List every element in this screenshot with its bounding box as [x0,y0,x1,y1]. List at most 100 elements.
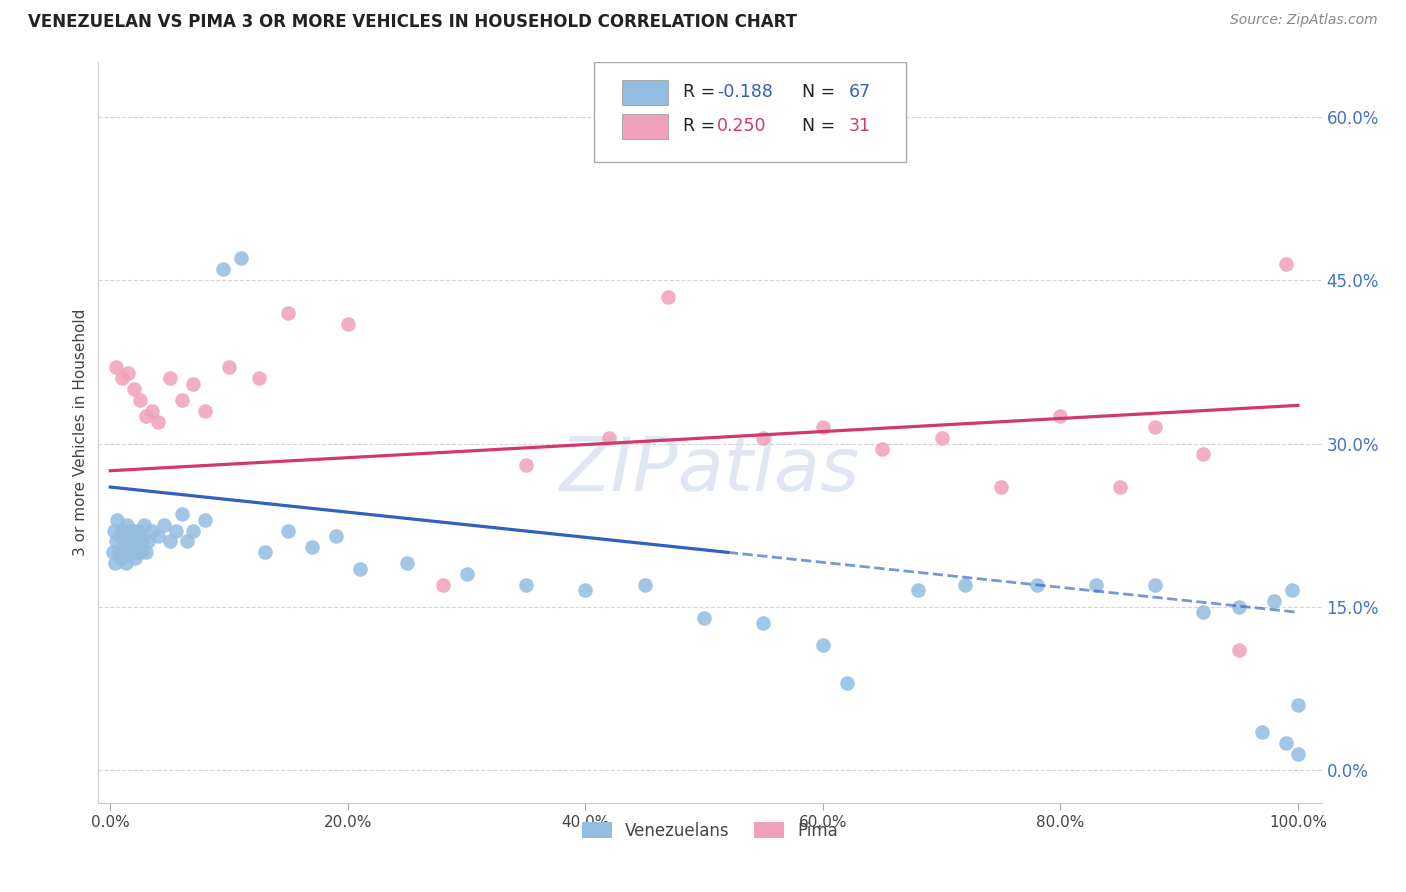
Point [1275,257,1298,271]
Point [108,529,131,543]
Point [432,578,454,592]
Point [349,562,371,576]
Point [396,556,419,570]
Point [152,518,174,533]
Point [1251,725,1274,739]
Text: 31: 31 [848,118,870,136]
Point [170,508,193,522]
Point [120,524,142,538]
Point [990,480,1012,494]
Point [336,317,359,331]
Point [141,524,163,538]
Point [114,556,136,570]
Text: R =: R = [683,118,721,136]
Point [931,431,953,445]
Point [135,409,157,424]
Bar [621,114,668,138]
Point [117,366,139,380]
Point [129,529,152,543]
Point [131,534,153,549]
Point [598,431,620,445]
Point [1227,643,1250,657]
Point [253,545,276,559]
Point [277,306,299,320]
Point [146,529,169,543]
Point [693,611,716,625]
Y-axis label: 3 or more Vehicles in Household: 3 or more Vehicles in Household [73,309,89,557]
Point [194,513,217,527]
Point [111,371,134,385]
Point [125,534,148,549]
Point [752,616,775,631]
Point [112,540,135,554]
Point [121,534,143,549]
Point [136,534,159,549]
Point [183,524,205,538]
Point [277,524,299,538]
Point [515,578,537,592]
Point [176,534,198,549]
Point [135,545,157,559]
Point [101,545,124,559]
Point [1192,605,1215,619]
Point [1286,747,1309,761]
Point [218,360,240,375]
Point [183,376,205,391]
Text: VENEZUELAN VS PIMA 3 OR MORE VEHICLES IN HOUSEHOLD CORRELATION CHART: VENEZUELAN VS PIMA 3 OR MORE VEHICLES IN… [28,13,797,31]
Point [835,676,858,690]
Point [159,371,181,385]
Text: N =: N = [790,118,841,136]
Point [132,518,155,533]
Point [212,262,235,277]
Point [1192,447,1215,461]
Point [194,404,217,418]
Point [110,550,132,565]
Point [114,534,136,549]
Point [1263,594,1285,608]
Point [229,252,252,266]
Point [117,545,139,559]
Point [870,442,893,456]
Point [121,545,143,559]
Point [129,392,152,407]
Point [325,529,347,543]
Text: ZIPatlas: ZIPatlas [560,434,860,506]
Point [115,518,138,533]
Point [657,289,679,303]
Text: N =: N = [790,84,841,102]
Point [107,513,129,527]
Point [907,583,929,598]
Point [118,529,141,543]
Text: R =: R = [683,84,721,102]
Point [1144,578,1167,592]
Point [122,524,145,538]
Point [955,578,977,592]
Point [129,545,152,559]
Point [170,392,193,407]
Point [247,371,270,385]
Point [127,545,149,559]
Point [634,578,657,592]
Point [1281,583,1303,598]
Text: Source: ZipAtlas.com: Source: ZipAtlas.com [1230,13,1378,28]
Point [811,638,834,652]
Point [1144,420,1167,434]
Point [1227,599,1250,614]
Text: 67: 67 [848,84,870,102]
Point [128,524,150,538]
Point [141,404,163,418]
Point [1049,409,1071,424]
Point [159,534,181,549]
Point [122,382,145,396]
Point [1085,578,1108,592]
Point [105,534,128,549]
Point [1275,736,1298,750]
Point [1108,480,1130,494]
Legend: Venezuelans, Pima: Venezuelans, Pima [575,815,845,847]
Point [752,431,775,445]
Point [105,360,128,375]
Point [111,524,134,538]
Point [811,420,834,434]
Point [456,567,478,582]
Point [146,415,169,429]
